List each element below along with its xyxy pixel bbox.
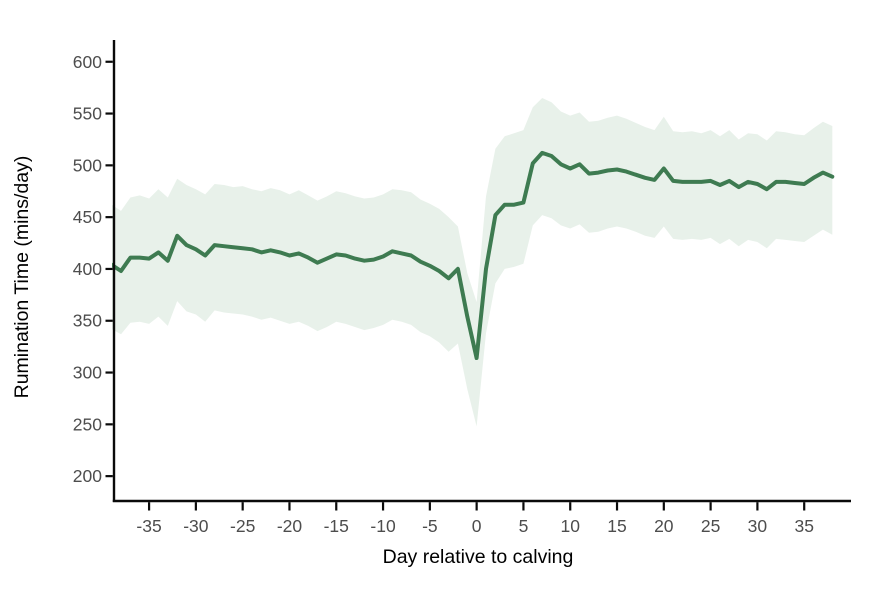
mean-line-path [112,150,835,360]
x-tick-label: 10 [560,516,580,536]
axes [112,40,851,503]
y-tick-label: 400 [73,259,102,279]
x-tick-label: 30 [748,516,768,536]
x-tick-label: 15 [607,516,626,536]
x-tick-label: -5 [422,516,438,536]
mean-line [112,150,835,360]
y-tick-label: 200 [73,466,102,486]
y-tick-label: 350 [73,311,102,331]
y-tick-label: 550 [73,104,102,124]
x-axis-title: Day relative to calving [383,546,574,568]
confidence-band-area [112,98,833,427]
y-tick-label: 500 [73,155,102,175]
x-tick-label: -20 [277,516,303,536]
y-axis-title: Rumination Time (mins/day) [11,156,33,399]
confidence-band [112,98,833,427]
x-tick-label: 35 [794,516,813,536]
x-tick-label: 0 [472,516,482,536]
x-tick-label: 25 [701,516,720,536]
y-tick-label: 300 [73,363,102,383]
y-tick-label: 450 [73,207,102,227]
x-tick-label: -25 [230,516,255,536]
y-tick-label: 250 [73,414,102,434]
x-tick-label: 5 [519,516,529,536]
x-tick-label: -10 [370,516,396,536]
x-tick-label: -30 [183,516,209,536]
x-tick-label: 20 [654,516,674,536]
x-tick-label: -15 [324,516,349,536]
tick-marks [105,60,806,511]
y-tick-label: 600 [73,52,102,72]
x-tick-label: -35 [136,516,161,536]
